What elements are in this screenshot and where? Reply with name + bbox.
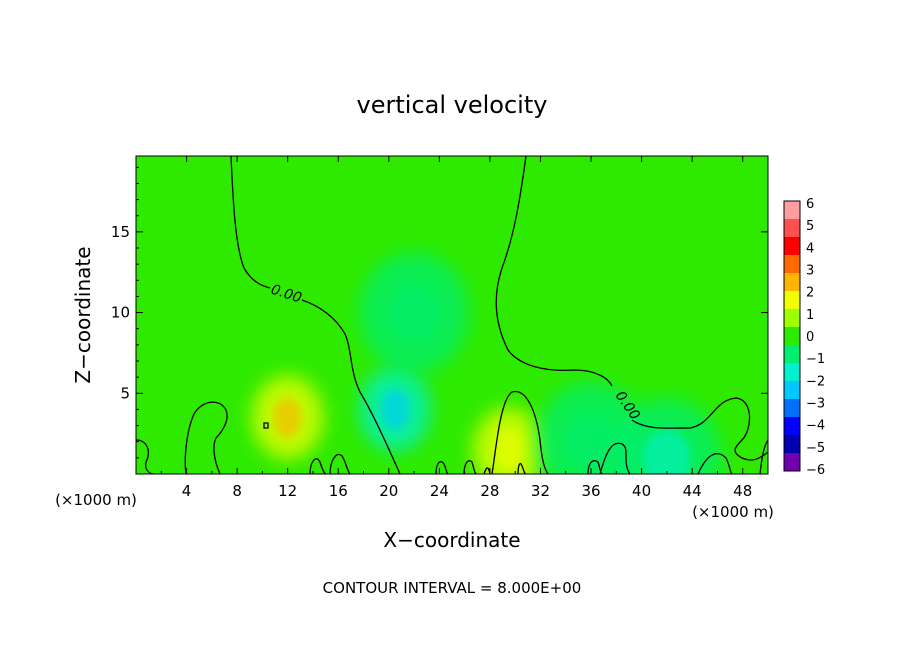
chart-title: vertical velocity bbox=[357, 91, 548, 119]
x-tick-label: 40 bbox=[632, 482, 651, 500]
field-feature-core bbox=[642, 429, 691, 474]
contour-line-right bbox=[495, 156, 768, 461]
x-tick-label: 36 bbox=[581, 482, 600, 500]
colorbar-label: 4 bbox=[806, 241, 814, 256]
colorbar-label: 6 bbox=[806, 197, 814, 212]
colorbar-labels: 6 5 4 3 2 1 0 −1 −2 −3 −4 −5 −6 bbox=[806, 197, 825, 478]
colorbar-label: −5 bbox=[806, 441, 825, 456]
colorbar-swatch bbox=[784, 237, 800, 256]
colorbar-swatch bbox=[784, 273, 800, 292]
field-feature-core bbox=[390, 284, 439, 341]
x-tick-label: 4 bbox=[182, 482, 192, 500]
x-tick-label: 48 bbox=[733, 482, 752, 500]
x-tick-label: 20 bbox=[379, 482, 398, 500]
x-unit-left: (×1000 m) bbox=[55, 491, 137, 509]
y-tick-label: 15 bbox=[111, 223, 130, 241]
y-tick-label: 5 bbox=[120, 384, 130, 402]
x-tick-label: 12 bbox=[278, 482, 297, 500]
colorbar-label: 2 bbox=[806, 286, 814, 301]
colorbar-swatch bbox=[784, 453, 800, 472]
field-feature-core bbox=[567, 413, 616, 470]
y-axis-ticks: 5 10 15 bbox=[111, 166, 768, 459]
colorbar-swatch bbox=[784, 201, 800, 220]
colorbar-swatch bbox=[784, 399, 800, 418]
plot-area: 0.00 0.00 bbox=[136, 156, 768, 474]
x-tick-label: 24 bbox=[430, 482, 449, 500]
x-axis-label: X−coordinate bbox=[383, 528, 520, 552]
colorbar-label: −4 bbox=[806, 419, 825, 434]
colorbar-label: −1 bbox=[806, 352, 825, 367]
colorbar-label: 0 bbox=[806, 330, 814, 345]
colorbar-label: −2 bbox=[806, 374, 825, 389]
field-features bbox=[251, 252, 722, 474]
x-tick-label: 32 bbox=[531, 482, 550, 500]
contour-line-bottom bbox=[136, 390, 768, 474]
colorbar-swatch bbox=[784, 435, 800, 454]
x-tick-label: 16 bbox=[329, 482, 348, 500]
y-axis-label: Z−coordinate bbox=[71, 246, 95, 383]
contour-interval-note: CONTOUR INTERVAL = 8.000E+00 bbox=[323, 579, 582, 597]
colorbar-swatch bbox=[784, 309, 800, 328]
x-tick-label: 44 bbox=[683, 482, 702, 500]
field-feature-core bbox=[494, 429, 523, 470]
x-unit-right: (×1000 m) bbox=[692, 503, 774, 521]
colorbar-label: −6 bbox=[806, 463, 825, 478]
y-tick-label: 10 bbox=[111, 304, 130, 322]
contour-lines bbox=[136, 156, 768, 474]
field-feature-core bbox=[381, 389, 410, 430]
colorbar-frame bbox=[783, 200, 801, 472]
x-tick-label: 28 bbox=[480, 482, 499, 500]
colorbar-label: 1 bbox=[806, 308, 814, 323]
colorbar-swatch bbox=[784, 219, 800, 238]
colorbar-swatch bbox=[784, 327, 800, 346]
colorbar-label: −3 bbox=[806, 397, 825, 412]
colorbar-swatch bbox=[784, 363, 800, 382]
colorbar-swatch bbox=[784, 345, 800, 364]
contour-small-loop bbox=[263, 422, 269, 429]
colorbar-swatch bbox=[784, 417, 800, 436]
colorbar-swatch bbox=[784, 255, 800, 274]
field-feature-core bbox=[273, 397, 302, 438]
colorbar-label: 3 bbox=[806, 264, 814, 279]
colorbar bbox=[783, 200, 801, 472]
colorbar-label: 5 bbox=[806, 219, 814, 234]
x-tick-label: 8 bbox=[232, 482, 242, 500]
x-axis-ticks: 4 8 12 16 20 24 28 32 36 40 44 48 bbox=[160, 156, 752, 500]
colorbar-swatch bbox=[784, 381, 800, 400]
colorbar-swatch bbox=[784, 291, 800, 310]
plot-frame bbox=[135, 155, 769, 475]
contour-line-left bbox=[230, 156, 401, 474]
